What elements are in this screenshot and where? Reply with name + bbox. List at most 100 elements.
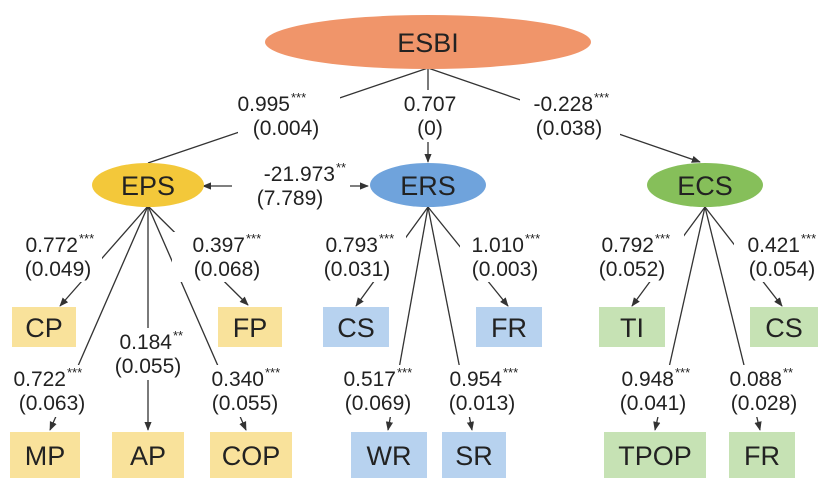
se-ers-fr: (0.003)	[472, 258, 539, 281]
node-ecs-fr-box	[729, 432, 795, 478]
sig-eps-ers: **	[336, 160, 346, 175]
se-esbi-ers: (0)	[417, 117, 443, 140]
node-ers: ERS	[370, 163, 486, 207]
coef-ers-fr: 1.010	[471, 234, 524, 257]
nodes: ESBI EPS ERS ECS CP FP MP AP	[10, 15, 818, 478]
coef-ecs-ti: 0.792	[601, 234, 654, 257]
coef-ers-wr: 0.517	[343, 368, 396, 391]
node-ecs: ECS	[647, 163, 763, 207]
se-ecs-tpop: (0.041)	[620, 392, 687, 415]
node-ers-fr-box	[476, 307, 542, 347]
node-esbi-shape	[265, 15, 591, 69]
sig-ecs-fr: **	[783, 365, 793, 380]
node-cop-label: COP	[222, 441, 281, 471]
node-wr-label: WR	[367, 441, 412, 471]
coef-eps-cp: 0.772	[25, 234, 78, 257]
node-ti: TI	[599, 307, 665, 347]
node-sr-box	[442, 432, 506, 478]
sig-eps-mp: ***	[67, 365, 82, 380]
coef-ecs-fr: 0.088	[729, 368, 782, 391]
se-eps-cop: (0.055)	[212, 392, 279, 415]
node-fp-label: FP	[233, 313, 268, 343]
se-esbi-ecs: (0.038)	[536, 117, 603, 140]
node-ers-cs-label: CS	[337, 313, 375, 343]
coefficient-labels: 0.995 *** (0.004) 0.707 (0) -0.228 *** (…	[6, 90, 826, 417]
node-wr: WR	[351, 432, 427, 478]
se-esbi-eps: (0.004)	[253, 117, 320, 140]
node-ers-fr-label: FR	[491, 313, 527, 343]
node-eps-shape	[92, 163, 204, 207]
coef-ecs-cs: 0.421	[747, 234, 800, 257]
node-tpop-label: TPOP	[618, 441, 692, 471]
node-ap: AP	[112, 432, 184, 478]
coef-esbi-eps: 0.995	[237, 93, 290, 116]
sig-eps-cop: ***	[265, 365, 280, 380]
sig-eps-ap: **	[173, 328, 183, 343]
se-ecs-ti: (0.052)	[599, 258, 666, 281]
se-eps-mp: (0.063)	[19, 392, 86, 415]
node-cp: CP	[12, 307, 76, 347]
node-sr-label: SR	[455, 441, 493, 471]
node-tpop: TPOP	[604, 432, 706, 478]
node-fp: FP	[218, 307, 282, 347]
se-eps-cp: (0.049)	[25, 258, 92, 281]
se-eps-ers: (7.789)	[257, 187, 324, 210]
node-cop: COP	[210, 432, 292, 478]
node-ers-cs: CS	[323, 307, 389, 347]
coef-eps-cop: 0.340	[211, 368, 264, 391]
node-ecs-fr: FR	[729, 432, 795, 478]
coef-eps-ap: 0.184	[119, 331, 172, 354]
node-mp: MP	[10, 432, 80, 478]
coef-ers-sr: 0.954	[449, 368, 502, 391]
coef-ecs-tpop: 0.948	[621, 368, 674, 391]
se-ecs-cs: (0.054)	[749, 258, 816, 281]
coef-eps-mp: 0.722	[13, 368, 66, 391]
node-ers-label: ERS	[400, 171, 456, 201]
node-cp-label: CP	[25, 313, 63, 343]
sig-ers-sr: ***	[503, 365, 518, 380]
node-ecs-label: ECS	[677, 171, 733, 201]
node-esbi-label: ESBI	[397, 28, 459, 58]
sig-ecs-cs: ***	[801, 231, 816, 246]
sig-ers-fr: ***	[525, 231, 540, 246]
coef-esbi-ecs: -0.228	[533, 93, 593, 116]
node-fp-box	[218, 307, 282, 347]
sig-esbi-eps: ***	[291, 90, 306, 105]
node-ecs-shape	[647, 163, 763, 207]
node-wr-box	[351, 432, 427, 478]
se-eps-fp: (0.068)	[194, 258, 261, 281]
node-eps: EPS	[92, 163, 204, 207]
node-ers-fr: FR	[476, 307, 542, 347]
sig-eps-cp: ***	[79, 231, 94, 246]
se-eps-ap: (0.055)	[115, 355, 182, 378]
node-ecs-cs-label: CS	[765, 313, 803, 343]
sig-ecs-ti: ***	[655, 231, 670, 246]
edge-eps-cp	[59, 205, 149, 307]
coef-eps-fp: 0.397	[192, 234, 245, 257]
node-cop-box	[210, 432, 292, 478]
sig-ers-wr: ***	[397, 365, 412, 380]
node-eps-label: EPS	[121, 171, 175, 201]
sig-ers-cs: ***	[379, 231, 394, 246]
se-ers-sr: (0.013)	[449, 392, 516, 415]
se-ers-cs: (0.031)	[324, 258, 391, 281]
node-mp-label: MP	[25, 441, 66, 471]
node-ers-shape	[370, 163, 486, 207]
node-sr: SR	[442, 432, 506, 478]
se-ers-wr: (0.069)	[345, 392, 412, 415]
sig-eps-fp: ***	[246, 231, 261, 246]
coef-esbi-ers: 0.707	[404, 93, 457, 116]
node-ecs-cs-box	[750, 307, 818, 347]
node-ecs-fr-label: FR	[744, 441, 780, 471]
node-tpop-box	[604, 432, 706, 478]
node-cp-box	[12, 307, 76, 347]
node-esbi: ESBI	[265, 15, 591, 69]
sig-esbi-ecs: ***	[594, 90, 609, 105]
node-ti-box	[599, 307, 665, 347]
node-ti-label: TI	[620, 313, 644, 343]
node-mp-box	[10, 432, 80, 478]
node-ecs-cs: CS	[750, 307, 818, 347]
node-ap-box	[112, 432, 184, 478]
coef-eps-ers: -21.973	[264, 163, 335, 186]
